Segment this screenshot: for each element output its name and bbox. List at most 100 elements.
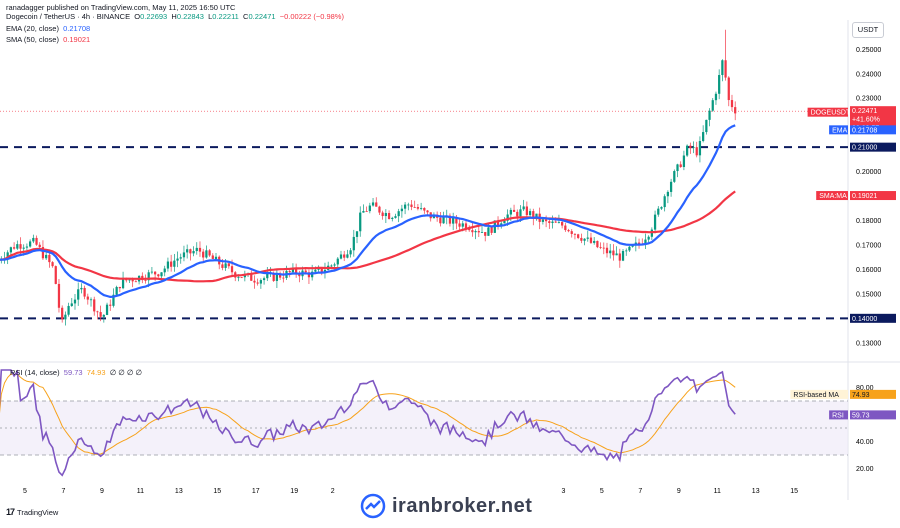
- rsi-ma-value: 74.93: [86, 368, 106, 377]
- candle-body: [426, 210, 429, 213]
- ema-price-tag-text: 0.21708: [852, 127, 877, 134]
- price-tick-label: 0.17000: [856, 242, 881, 249]
- level-price-tag-text: 0.21000: [852, 145, 877, 152]
- candle-body: [615, 253, 618, 256]
- candle-body: [589, 237, 593, 243]
- candle-body: [173, 260, 176, 267]
- candle-body: [314, 269, 317, 272]
- candle-body: [211, 255, 214, 259]
- candle-body: [509, 209, 512, 215]
- price-tick-label: 0.16000: [856, 267, 881, 274]
- candle-body: [214, 256, 218, 259]
- time-tick-label: 9: [677, 488, 681, 495]
- tradingview-logo[interactable]: 17 TradingView: [6, 507, 58, 517]
- sma-value: 0.19021: [63, 35, 91, 44]
- candle-body: [67, 305, 70, 315]
- change-value: −0.00222 (−0.98%): [279, 12, 344, 21]
- candle-body: [532, 211, 535, 219]
- candle-body: [577, 234, 580, 238]
- candle-body: [131, 279, 134, 282]
- candle-body: [163, 268, 166, 273]
- candle-body: [400, 208, 404, 212]
- ema-value: 0.21708: [63, 24, 91, 33]
- rsi-name-tag-bg: [829, 410, 848, 420]
- time-tick-label: 5: [23, 488, 27, 495]
- candle-body: [413, 207, 416, 208]
- candle-body: [628, 246, 631, 251]
- candle-body: [647, 236, 650, 240]
- currency-button[interactable]: USDT: [852, 22, 884, 38]
- candle-body: [660, 207, 663, 209]
- candle-body: [474, 231, 477, 233]
- candle-body: [86, 296, 89, 300]
- time-tick-label: 3: [561, 488, 565, 495]
- sma-legend[interactable]: SMA (50, close) 0.19021: [6, 35, 90, 44]
- candle-body: [153, 271, 157, 275]
- candle-body: [105, 304, 109, 315]
- candle-body: [121, 277, 125, 289]
- symbol-name: Dogecoin / TetherUS · 4h · BINANCE: [6, 12, 131, 21]
- candle-body: [99, 312, 102, 317]
- ema-label: EMA (20, close): [6, 24, 59, 33]
- candle-body: [673, 171, 676, 182]
- candle-body: [22, 247, 25, 249]
- candle-body: [102, 314, 105, 317]
- candle-body: [227, 263, 230, 267]
- candle-body: [112, 294, 115, 306]
- time-tick-label: 7: [62, 488, 66, 495]
- moving-averages: [0, 124, 736, 299]
- candle-body: [176, 258, 179, 261]
- candle-body: [259, 280, 262, 284]
- price-tick-label: 0.15000: [856, 291, 881, 298]
- candle-body: [730, 100, 734, 108]
- ema-legend[interactable]: EMA (20, close) 0.21708: [6, 24, 90, 33]
- candle-body: [54, 266, 57, 284]
- time-tick-label: 11: [137, 488, 144, 495]
- rsi-legend[interactable]: RSI (14, close) 59.73 74.93 ∅ ∅ ∅ ∅: [10, 368, 142, 377]
- candle-body: [708, 110, 711, 120]
- time-tick-label: 9: [100, 488, 104, 495]
- candle-body: [221, 264, 224, 268]
- rsi-value-tag: 59.73: [850, 410, 896, 420]
- candle-body: [394, 216, 397, 218]
- candle-body: [702, 132, 705, 141]
- candle-body: [371, 202, 375, 206]
- rsi-ma-name-tag: RSI-based MA: [790, 389, 848, 399]
- candle-body: [637, 242, 641, 244]
- ema-line: [0, 124, 736, 299]
- candle-body: [250, 273, 253, 281]
- candle-body: [403, 204, 407, 209]
- rsi-ma-name-tag-text: RSI-based MA: [793, 392, 839, 399]
- candle-body: [439, 217, 442, 224]
- sma-name-tag-bg: [816, 191, 848, 201]
- symbol-tag-bg: [807, 107, 848, 117]
- candle-body: [480, 232, 484, 233]
- level-price-tag-bg: [850, 313, 896, 323]
- candle-body: [644, 239, 647, 245]
- candle-body: [528, 211, 532, 216]
- candle-body: [352, 236, 355, 251]
- time-tick-label: 17: [252, 488, 260, 495]
- candle-body: [500, 223, 503, 226]
- tradingview-logo-icon: 17: [6, 507, 15, 517]
- candle-body: [397, 211, 400, 217]
- symbol-tag-text: DOGEUSDT: [811, 110, 851, 117]
- rsi-label: RSI (14, close): [10, 368, 60, 377]
- candle-body: [298, 273, 301, 277]
- low-label: L: [208, 12, 213, 21]
- candle-body: [564, 225, 567, 231]
- candle-body: [134, 281, 138, 283]
- rsi-tick-label: 40.00: [856, 439, 874, 446]
- candle-body: [166, 261, 170, 269]
- candle-body: [612, 250, 615, 256]
- candle-body: [128, 279, 131, 281]
- candle-body: [83, 287, 86, 297]
- low-value: 0.22211: [212, 12, 239, 21]
- price-tick-label: 0.18000: [856, 218, 881, 225]
- candle-body: [391, 217, 394, 219]
- candle-body: [551, 221, 554, 224]
- sma-label: SMA (50, close): [6, 35, 59, 44]
- time-tick-label: 5: [600, 488, 604, 495]
- candle-body: [503, 220, 506, 224]
